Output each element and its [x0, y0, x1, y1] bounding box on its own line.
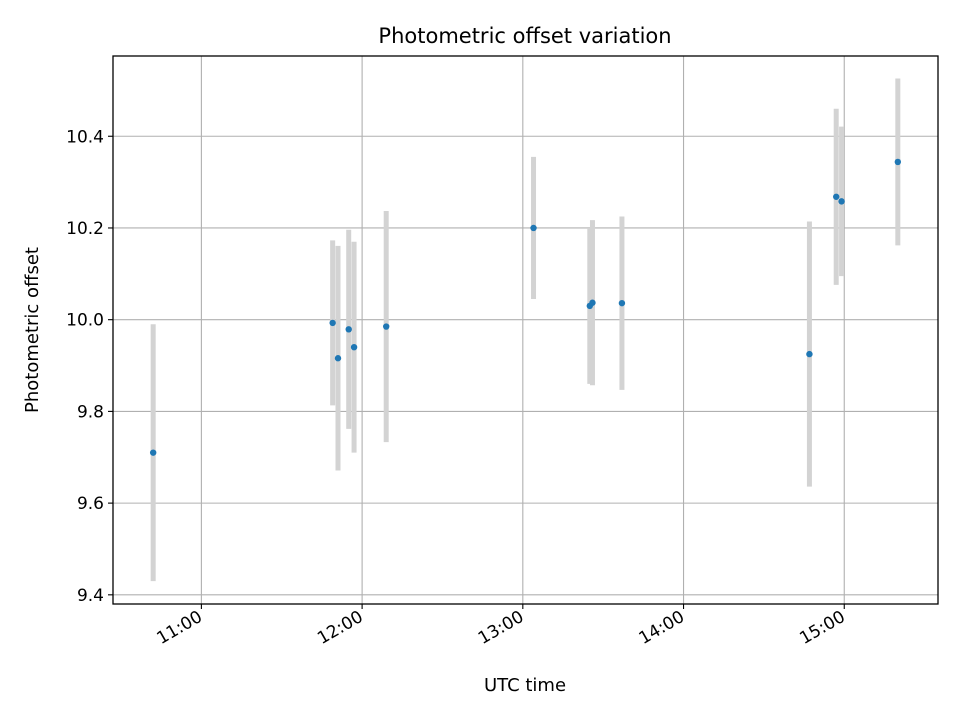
data-points — [149, 158, 902, 456]
data-point — [838, 198, 845, 205]
y-tick-label: 9.8 — [77, 402, 104, 422]
x-tick-label: 11:00 — [153, 607, 205, 649]
data-point — [383, 323, 390, 330]
data-point — [894, 158, 902, 166]
data-point — [833, 193, 840, 200]
x-tick-label: 15:00 — [796, 607, 848, 649]
data-point — [530, 224, 537, 232]
x-tick-label: 13:00 — [475, 607, 527, 649]
y-axis-label: Photometric offset — [22, 247, 43, 413]
data-point — [350, 343, 358, 351]
data-point — [345, 326, 352, 333]
grid — [113, 56, 938, 604]
data-point — [334, 355, 342, 362]
data-point — [329, 319, 336, 327]
y-tick-label: 10.0 — [66, 311, 104, 331]
data-point — [589, 299, 596, 306]
data-point — [806, 350, 813, 358]
data-point — [618, 299, 626, 307]
y-tick-label: 9.6 — [77, 494, 104, 514]
y-tick-label: 10.2 — [66, 219, 104, 239]
error-bars — [150, 78, 901, 582]
x-tick-label: 12:00 — [314, 607, 366, 649]
chart-title: Photometric offset variation — [378, 24, 671, 48]
y-tick-label: 9.4 — [77, 586, 104, 606]
axis-ticks: 11:00 12:00 13:00 14:00 15:00 9.4 9.6 9.8 10.0 10… — [66, 127, 849, 649]
x-tick-label: 14:00 — [636, 607, 688, 649]
x-axis-label: UTC time — [484, 675, 566, 696]
y-tick-label: 10.4 — [66, 127, 104, 147]
plot-area-frame — [112, 55, 939, 605]
data-point — [149, 449, 157, 456]
